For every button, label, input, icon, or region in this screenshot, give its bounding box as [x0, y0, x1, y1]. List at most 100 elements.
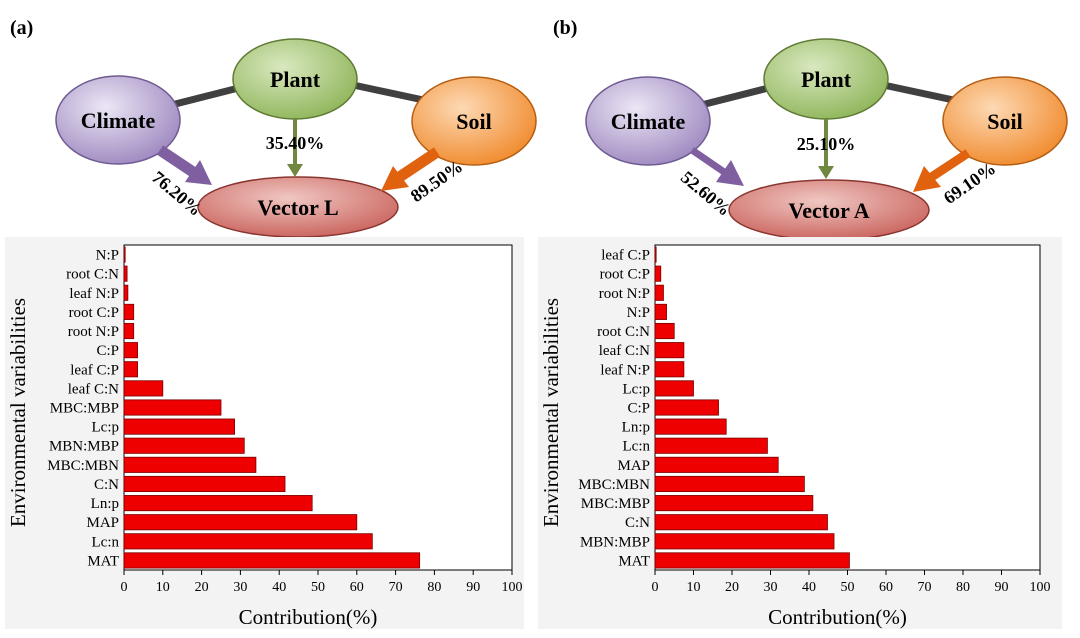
panel-b-label: (b): [553, 17, 577, 39]
x-tick-label: 50: [841, 580, 855, 595]
bar-leaf-c-n: [123, 380, 164, 397]
category-label: C:P: [96, 343, 119, 359]
x-tick-label: 70: [389, 580, 403, 595]
category-label: root N:P: [68, 324, 119, 340]
bar-lc-p: [123, 418, 235, 435]
soil-arrow: [381, 147, 441, 191]
chart-panel-a: MAT Lc:n MAP Ln:p C:N MBC:MBN MBN:MBP Lc:p MBC:M…: [5, 237, 524, 629]
category-label: C:N: [625, 515, 650, 531]
category-label: leaf N:P: [69, 286, 119, 302]
bar-leaf-n-p: [123, 284, 129, 301]
category-label: N:P: [96, 248, 119, 264]
category-label: root C:N: [597, 324, 650, 340]
bar-lc-p: [654, 380, 694, 397]
x-tick-label: 0: [652, 580, 659, 595]
bar-mbc-mbn: [654, 475, 805, 493]
plant-contribution: 35.40%: [266, 133, 325, 153]
x-tick-label: 80: [427, 580, 441, 595]
category-label: root C:N: [66, 267, 119, 283]
x-tick-label: 10: [156, 580, 170, 595]
x-tick-label: 10: [687, 580, 701, 595]
category-label: Lc:n: [92, 534, 120, 550]
category-label: root C:P: [69, 305, 119, 321]
x-tick-label: 80: [956, 580, 970, 595]
x-tick-label: 30: [233, 580, 247, 595]
x-tick-label: 60: [879, 580, 893, 595]
x-tick-label: 20: [725, 580, 739, 595]
category-label: leaf C:P: [70, 362, 119, 378]
bar-mbc-mbn: [123, 456, 257, 473]
category-label: Ln:p: [91, 496, 119, 512]
bar-root-c-n: [654, 322, 675, 340]
bar-c-n: [123, 475, 286, 493]
panel-b-diagram: (b) Plant Climate Soil Vector A 25.10% 5…: [553, 17, 1068, 241]
vector-node-label: Vector L: [257, 195, 338, 220]
bar-root-n-p: [123, 322, 135, 340]
x-tick-label: 70: [918, 580, 932, 595]
soil-node: [411, 76, 537, 166]
climate-arrow: [156, 145, 212, 185]
bar-map: [123, 514, 358, 531]
plant-node-label: Plant: [801, 67, 852, 92]
bar-n-p: [123, 246, 126, 263]
bar-lc-n: [654, 437, 768, 454]
category-label: MAT: [87, 553, 119, 569]
x-axis-title: Contribution(%): [768, 605, 907, 629]
bar-mbn-mbp: [123, 437, 245, 454]
category-label: MBN:MBP: [580, 534, 650, 550]
plant-arrow: [287, 119, 303, 177]
bar-leaf-c-n: [654, 342, 685, 359]
soil-node: [942, 76, 1068, 166]
bar-mbc-mbp: [654, 495, 814, 512]
bar-mat: [123, 552, 421, 569]
x-tick-label: 60: [350, 580, 364, 595]
bar-n-p: [654, 303, 667, 320]
category-label: MBC:MBP: [50, 401, 119, 417]
plant-node-label: Plant: [270, 67, 321, 92]
category-label: leaf N:P: [600, 362, 650, 378]
vector-node-label: Vector A: [788, 198, 869, 223]
panel-a-label: (a): [10, 17, 33, 39]
category-label: MBC:MBN: [578, 477, 650, 493]
category-label: C:P: [627, 401, 650, 417]
bar-c-p: [123, 342, 138, 359]
bar-mbc-mbp: [123, 399, 222, 416]
bar-root-n-p: [654, 284, 664, 301]
bar-leaf-c-p: [654, 246, 657, 263]
bar-root-c-p: [654, 265, 662, 282]
bar-root-c-n: [123, 265, 128, 282]
plant-contribution: 25.10%: [797, 134, 856, 154]
soil-node-label: Soil: [456, 109, 491, 134]
bar-root-c-p: [123, 303, 135, 320]
category-label: leaf C:P: [601, 248, 650, 264]
chart-panel-b: MAT MBN:MBP C:N MBC:MBP MBC:MBN MAP Lc:n Ln:p C:…: [538, 237, 1062, 629]
bar-ln-p: [123, 495, 313, 512]
x-tick-label: 50: [311, 580, 325, 595]
category-label: Lc:p: [623, 381, 651, 397]
category-label: MAP: [86, 515, 119, 531]
bar-leaf-n-p: [654, 361, 685, 378]
x-tick-label: 40: [802, 580, 816, 595]
y-axis-title: Environmental variabilities: [539, 298, 563, 527]
climate-arrow: [690, 147, 744, 186]
x-tick-label: 0: [121, 580, 128, 595]
category-label: Lc:p: [92, 420, 120, 436]
x-tick-label: 40: [272, 580, 286, 595]
category-label: MAT: [618, 553, 650, 569]
climate-node: [55, 75, 181, 165]
bar-mat: [654, 552, 850, 569]
x-tick-label: 90: [466, 580, 480, 595]
panel-a-diagram: (a) Plant Climate Soil Vector L 35.40% 7…: [10, 17, 537, 238]
category-label: N:P: [627, 305, 650, 321]
category-label: Lc:n: [623, 439, 651, 455]
climate-node: [585, 76, 711, 166]
category-label: root N:P: [599, 286, 650, 302]
soil-node-label: Soil: [987, 109, 1022, 134]
x-tick-label: 30: [764, 580, 778, 595]
category-label: MBN:MBP: [49, 439, 119, 455]
bar-mbn-mbp: [654, 533, 835, 550]
category-label: MBC:MBN: [47, 458, 119, 474]
bar-ln-p: [654, 418, 727, 435]
category-label: leaf C:N: [68, 381, 119, 397]
